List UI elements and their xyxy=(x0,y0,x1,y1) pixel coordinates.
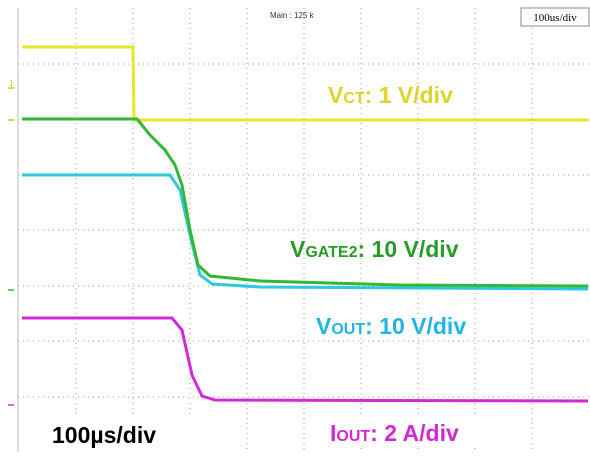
iout-trace xyxy=(22,316,589,403)
vct-label: VCT: 1 V/div xyxy=(328,82,453,108)
channel-markers: 1 xyxy=(8,79,14,406)
main-info: Main : 125 k xyxy=(270,11,315,20)
vgate2-trace xyxy=(22,117,589,288)
vout-label: VOUT: 10 V/div xyxy=(316,313,466,339)
footer-bg xyxy=(44,418,194,450)
timebase: 100us/div xyxy=(533,12,577,24)
svg-text:1: 1 xyxy=(9,79,14,88)
waveforms xyxy=(22,45,589,403)
footer-timebase: 100µs/div xyxy=(52,422,156,448)
vct-trace xyxy=(22,45,588,122)
iout-label-bg xyxy=(322,418,502,448)
timebase-box xyxy=(520,7,590,27)
iout-label: IOUT: 2 A/div xyxy=(330,420,459,446)
vgate2-label: VGATE2: 10 V/div xyxy=(290,236,459,262)
